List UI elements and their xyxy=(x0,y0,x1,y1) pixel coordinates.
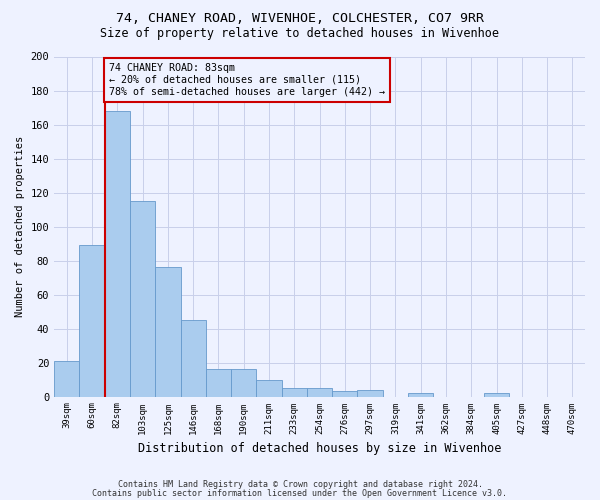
Text: Contains HM Land Registry data © Crown copyright and database right 2024.: Contains HM Land Registry data © Crown c… xyxy=(118,480,482,489)
Bar xyxy=(54,361,79,396)
Bar xyxy=(307,388,332,396)
Bar xyxy=(130,201,155,396)
Text: Size of property relative to detached houses in Wivenhoe: Size of property relative to detached ho… xyxy=(101,28,499,40)
Text: Contains public sector information licensed under the Open Government Licence v3: Contains public sector information licen… xyxy=(92,490,508,498)
Bar xyxy=(281,388,307,396)
Bar xyxy=(155,268,181,396)
Bar xyxy=(256,380,281,396)
Bar xyxy=(408,393,433,396)
Text: 74 CHANEY ROAD: 83sqm
← 20% of detached houses are smaller (115)
78% of semi-det: 74 CHANEY ROAD: 83sqm ← 20% of detached … xyxy=(109,64,385,96)
Bar xyxy=(206,370,231,396)
Bar xyxy=(105,111,130,397)
Bar xyxy=(358,390,383,396)
Y-axis label: Number of detached properties: Number of detached properties xyxy=(15,136,25,317)
Bar xyxy=(484,393,509,396)
Bar xyxy=(181,320,206,396)
Bar xyxy=(332,392,358,396)
Bar xyxy=(231,370,256,396)
Text: 74, CHANEY ROAD, WIVENHOE, COLCHESTER, CO7 9RR: 74, CHANEY ROAD, WIVENHOE, COLCHESTER, C… xyxy=(116,12,484,26)
X-axis label: Distribution of detached houses by size in Wivenhoe: Distribution of detached houses by size … xyxy=(138,442,501,455)
Bar xyxy=(79,245,105,396)
